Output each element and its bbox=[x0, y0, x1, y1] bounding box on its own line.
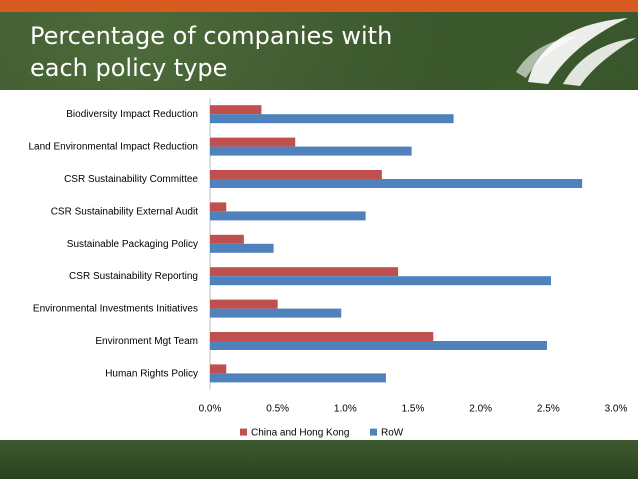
legend-swatch-row bbox=[370, 428, 377, 436]
bar-row bbox=[210, 308, 342, 318]
bar-row bbox=[210, 243, 274, 253]
bar-row bbox=[210, 276, 552, 286]
bar-china bbox=[210, 332, 434, 341]
bar-china bbox=[210, 267, 399, 277]
bar-china bbox=[210, 105, 262, 115]
bar-row bbox=[210, 179, 583, 188]
bottom-band bbox=[0, 440, 638, 479]
x-tick-label: 2.0% bbox=[469, 404, 492, 415]
leaf-logo-icon bbox=[516, 18, 636, 86]
slide-title: Percentage of companies with each policy… bbox=[30, 22, 393, 82]
category-label: CSR Sustainability Reporting bbox=[69, 271, 198, 282]
bar-row bbox=[210, 211, 366, 221]
category-label: Sustainable Packaging Policy bbox=[67, 239, 198, 250]
bar-china bbox=[210, 234, 244, 244]
category-label: Human Rights Policy bbox=[105, 368, 198, 379]
bar-china bbox=[210, 299, 278, 309]
x-tick-label: 1.0% bbox=[334, 404, 357, 415]
bar-row bbox=[210, 341, 547, 350]
bar-row bbox=[210, 373, 386, 383]
bar-row bbox=[210, 146, 412, 156]
category-label: Environment Mgt Team bbox=[95, 336, 198, 347]
x-tick-label: 0.5% bbox=[266, 404, 289, 415]
bar-row bbox=[210, 114, 454, 124]
bar-china bbox=[210, 170, 382, 179]
x-tick-label: 2.5% bbox=[537, 404, 560, 415]
legend-swatch-china bbox=[240, 428, 247, 436]
x-tick-label: 3.0% bbox=[605, 404, 628, 415]
x-tick-label: 0.0% bbox=[199, 404, 222, 415]
bar-chart: Biodiversity Impact Reduction Land Enviro… bbox=[28, 98, 628, 439]
category-label: CSR Sustainability External Audit bbox=[51, 206, 199, 217]
x-tick-label: 1.5% bbox=[402, 404, 425, 415]
category-label: Land Environmental Impact Reduction bbox=[28, 142, 198, 153]
legend-label: China and Hong Kong bbox=[251, 428, 349, 439]
category-label: Biodiversity Impact Reduction bbox=[66, 109, 198, 120]
chart-panel: Biodiversity Impact Reduction Land Enviro… bbox=[0, 90, 638, 440]
bar-china bbox=[210, 202, 227, 212]
legend-label: RoW bbox=[381, 428, 404, 439]
category-label: Environmental Investments Initiatives bbox=[33, 304, 198, 315]
bar-china bbox=[210, 364, 227, 374]
bar-china bbox=[210, 137, 296, 147]
category-label: CSR Sustainability Committee bbox=[64, 174, 198, 185]
accent-bar bbox=[0, 0, 638, 12]
